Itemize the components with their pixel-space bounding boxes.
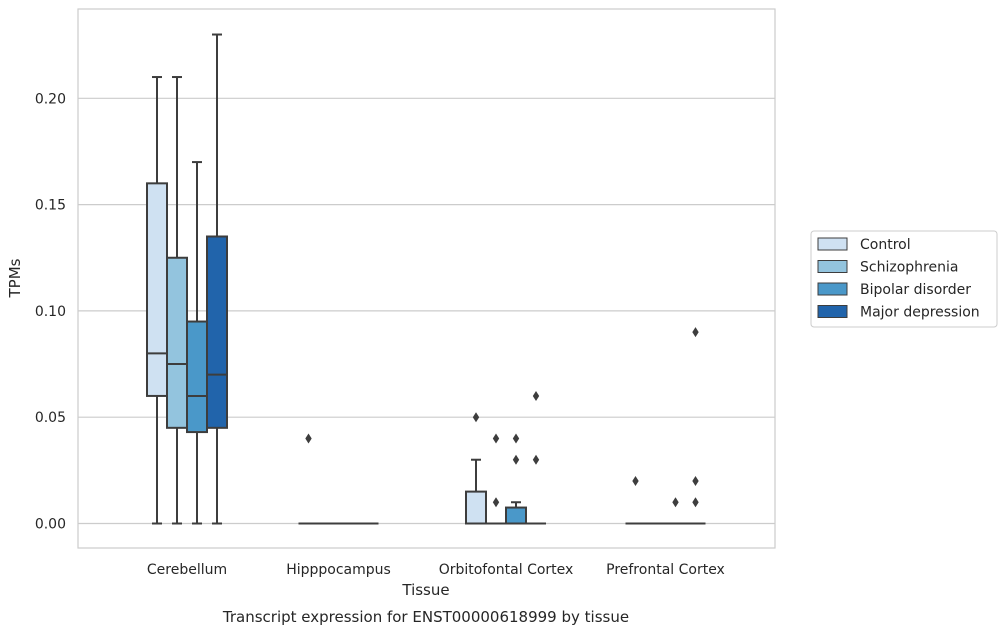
series-bipolar-disorder — [186, 161, 686, 525]
y-tick-label: 0.20 — [35, 91, 66, 107]
box-body — [166, 256, 188, 429]
legend: Control Schizophrenia Bipolar disorder Majo… — [810, 230, 998, 328]
outlier-marker — [692, 497, 699, 508]
box — [186, 161, 208, 525]
x-axis-ticks: Cerebellum Hipppocampus Orbitofontal Corte… — [147, 562, 725, 578]
outlier-marker — [532, 390, 540, 401]
box — [685, 327, 706, 525]
y-axis-label: TPMs — [6, 258, 24, 298]
box-body — [186, 320, 208, 434]
legend-entry-label: Control — [860, 237, 911, 253]
outlier-marker — [305, 433, 312, 444]
x-axis-label: Tissue — [401, 581, 449, 599]
box-body — [206, 235, 228, 429]
box-plot-series — [146, 33, 706, 525]
box — [146, 76, 168, 525]
box-body — [465, 490, 487, 525]
box-body — [505, 506, 527, 525]
plot-frame — [77, 8, 776, 549]
box — [505, 433, 527, 525]
x-tick-label: Cerebellum — [147, 562, 227, 578]
outlier-marker — [492, 433, 500, 444]
outlier-marker — [692, 475, 699, 486]
legend-entry-label: Schizophrenia — [860, 260, 958, 276]
box — [298, 433, 319, 525]
series-major-depression — [206, 33, 706, 525]
series-schizophrenia — [166, 76, 666, 525]
legend-frame — [810, 230, 998, 328]
legend-swatch — [817, 260, 848, 273]
y-axis-ticks: 0.00 0.05 0.10 0.15 0.20 — [35, 91, 66, 532]
x-tick-label: Hipppocampus — [286, 562, 391, 578]
outlier-marker — [632, 475, 639, 486]
x-tick-label: Orbitofontal Cortex — [439, 562, 574, 578]
chart-caption: Transcript expression for ENST0000061899… — [222, 608, 629, 626]
box — [526, 390, 546, 525]
box — [486, 433, 506, 525]
legend-swatch — [817, 282, 848, 296]
y-tick-label: 0.00 — [35, 517, 66, 533]
y-tick-label: 0.15 — [35, 198, 66, 214]
outlier-marker — [672, 497, 679, 508]
y-tick-label: 0.05 — [35, 410, 66, 426]
box — [625, 475, 646, 525]
legend-swatch — [817, 305, 848, 318]
y-tick-label: 0.10 — [35, 304, 66, 320]
outlier-marker — [492, 497, 500, 508]
legend-entry-label: Bipolar disorder — [860, 282, 971, 298]
outlier-marker — [532, 454, 540, 465]
box — [206, 33, 228, 525]
x-tick-label: Prefrontal Cortex — [606, 562, 725, 578]
outlier-marker — [512, 433, 520, 444]
box — [665, 497, 686, 525]
outlier-marker — [692, 327, 699, 338]
box — [166, 76, 188, 525]
legend-swatch — [817, 237, 848, 251]
outlier-marker — [512, 454, 520, 465]
outlier-marker — [472, 412, 480, 423]
box-body — [146, 182, 168, 397]
legend-entry-label: Major depression — [860, 305, 980, 321]
box — [465, 412, 487, 525]
